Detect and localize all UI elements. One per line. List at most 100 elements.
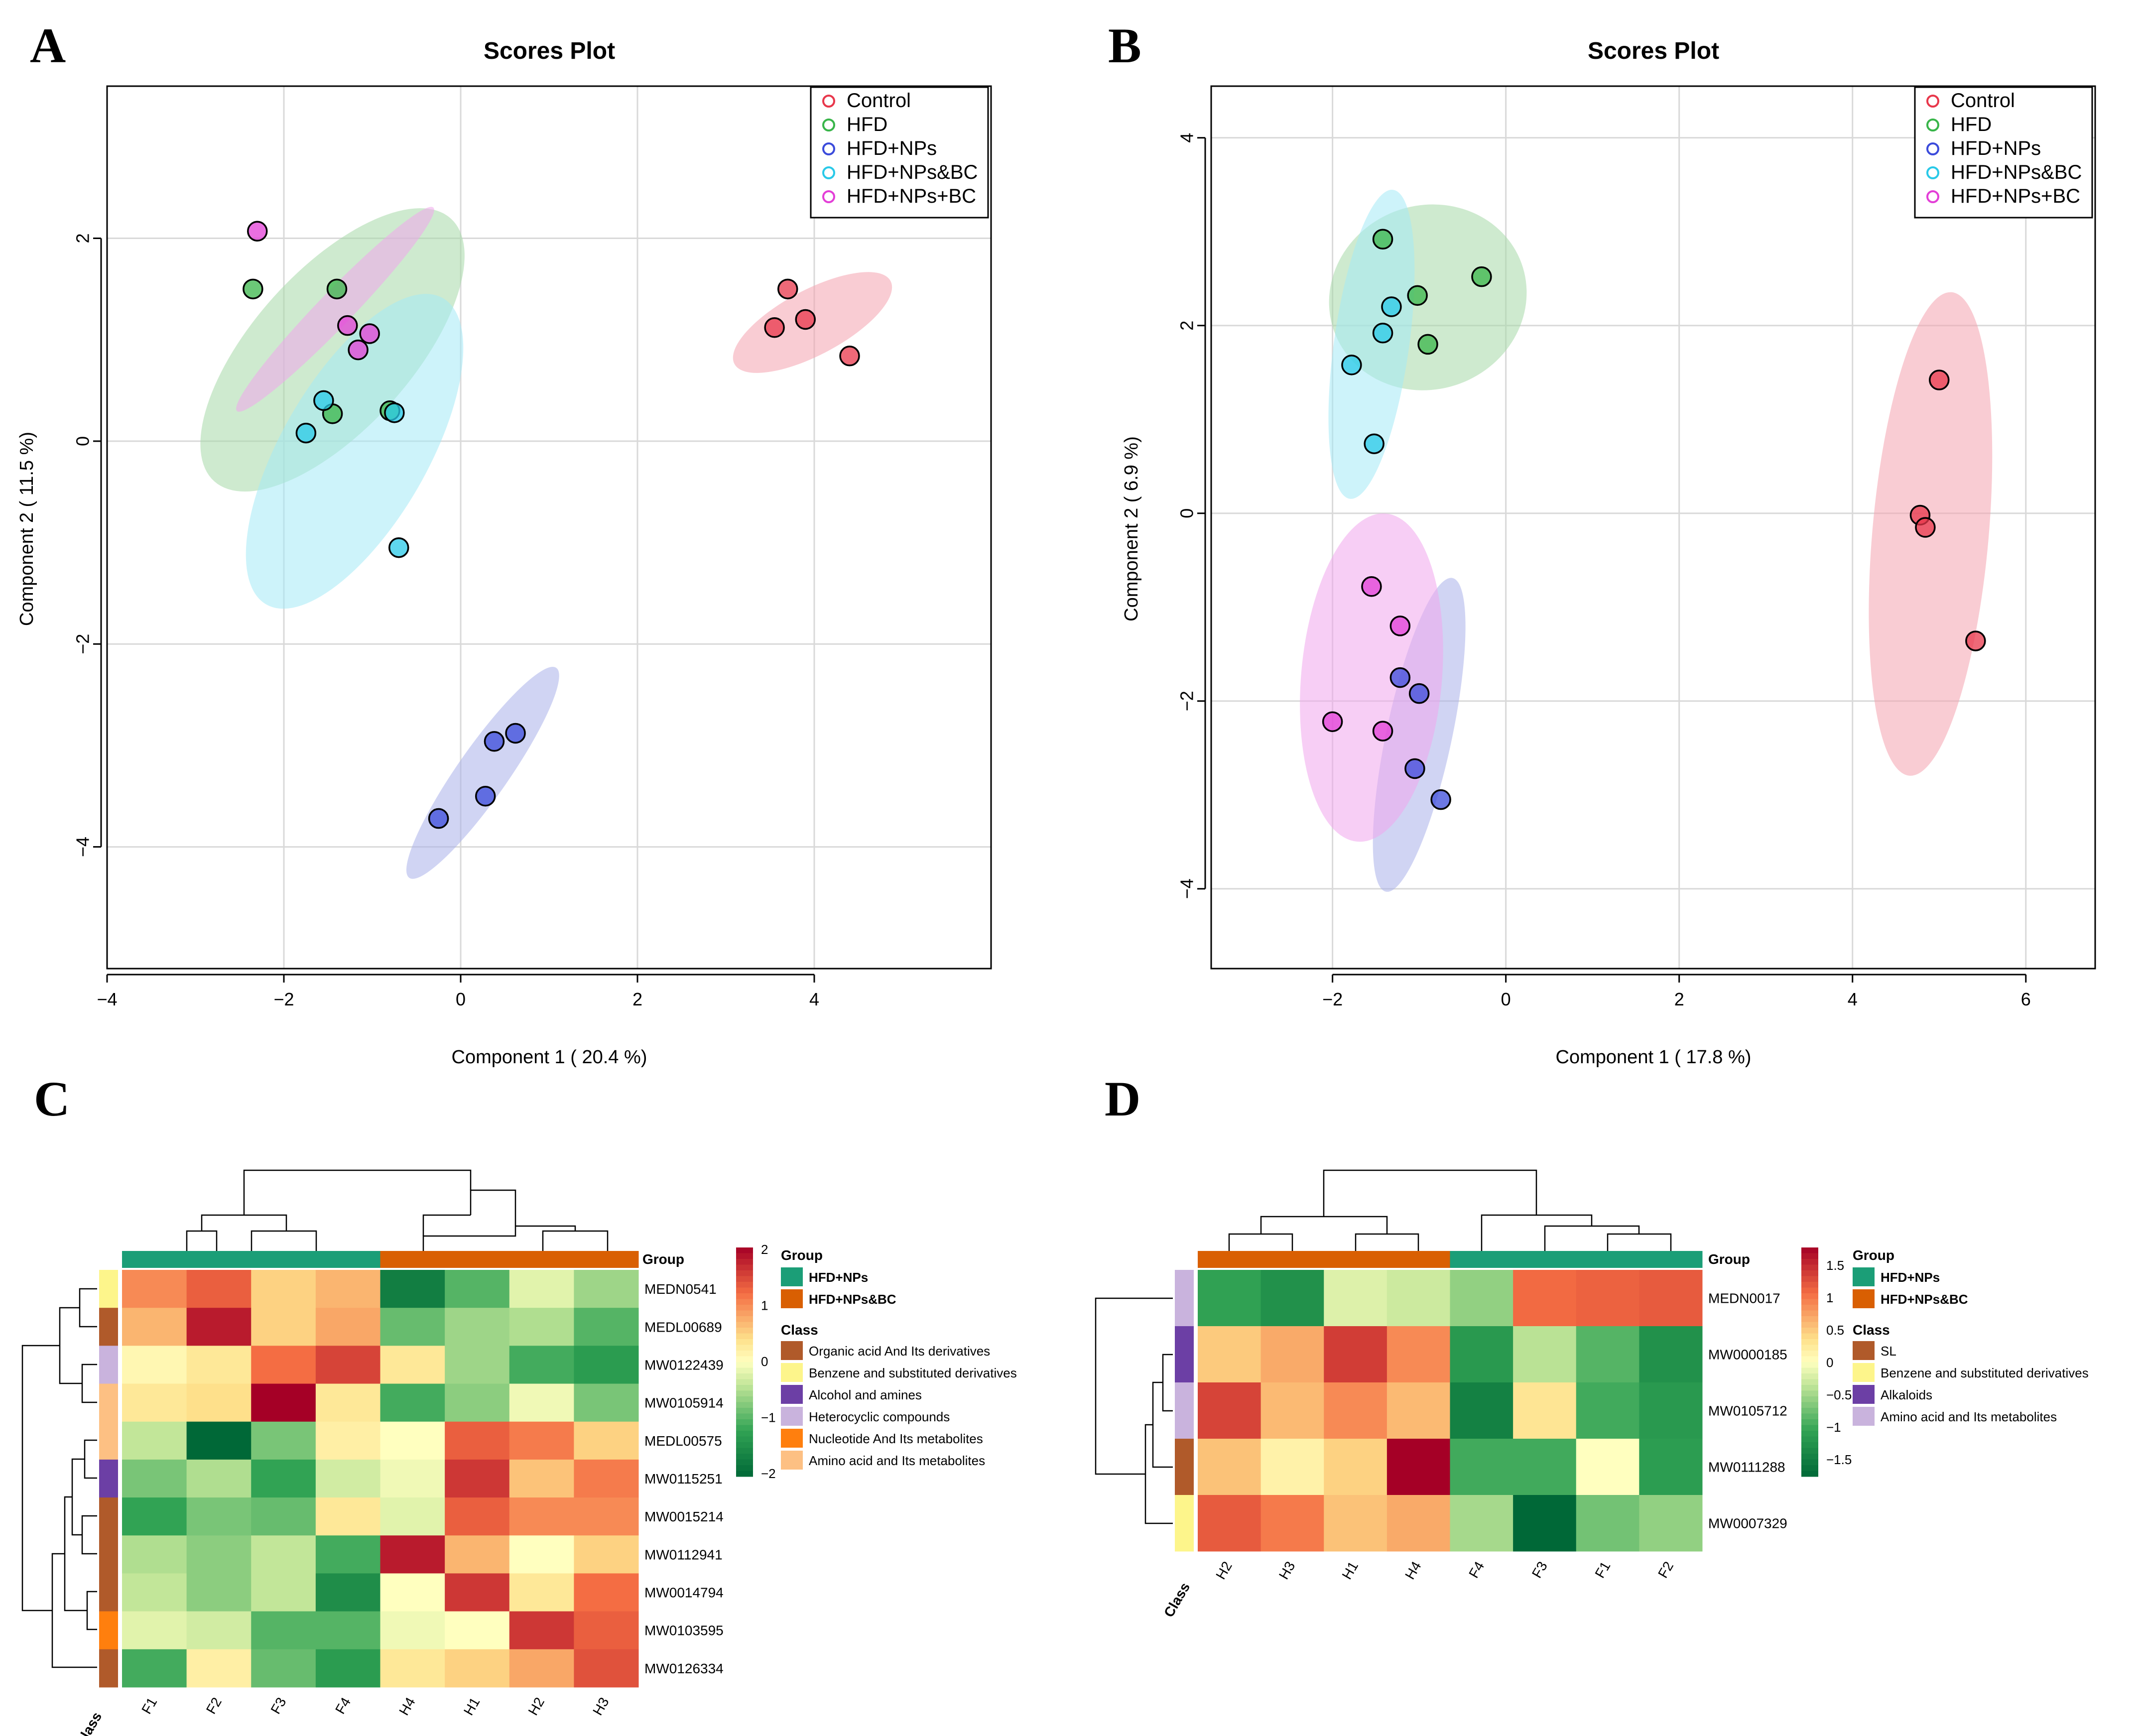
- group-legend-swatch: [781, 1289, 803, 1308]
- group-annotation-cell: [1513, 1251, 1577, 1268]
- x-tick-label: −4: [97, 989, 117, 1009]
- color-scale-segment: [736, 1282, 753, 1288]
- group-legend-label: HFD+NPs: [1881, 1270, 1940, 1285]
- color-scale-tick: −2: [761, 1466, 776, 1481]
- heatmap-cell: [186, 1611, 252, 1650]
- color-scale-segment: [736, 1293, 753, 1299]
- color-scale-segment: [1801, 1362, 1818, 1368]
- heatmap-cell: [1386, 1270, 1450, 1327]
- heatmap-cell: [445, 1535, 510, 1574]
- class-annotation-cell: [1175, 1439, 1194, 1495]
- row-label: MW0122439: [644, 1357, 724, 1372]
- heatmap-cell: [1260, 1326, 1324, 1383]
- heatmap-cell: [1450, 1270, 1513, 1327]
- color-scale-tick: 1: [761, 1298, 768, 1313]
- color-scale-segment: [736, 1362, 753, 1368]
- y-tick-label: 0: [73, 436, 93, 446]
- legend-marker-2: [1926, 142, 1939, 155]
- color-scale-segment: [736, 1264, 753, 1271]
- color-scale-segment: [736, 1425, 753, 1431]
- color-scale-segment: [736, 1253, 753, 1259]
- heatmap-cell: [509, 1611, 574, 1650]
- class-annotation-cell: [1175, 1495, 1194, 1552]
- heatmap-c-group-legend-title: Group: [781, 1247, 823, 1263]
- color-scale-segment: [736, 1413, 753, 1420]
- class-annotation-cell: [99, 1459, 118, 1498]
- heatmap-cell: [1198, 1495, 1261, 1552]
- heatmap-cell: [380, 1383, 445, 1422]
- row-label: MW0103595: [644, 1623, 724, 1638]
- heatmap-cell: [1576, 1495, 1639, 1552]
- heatmap-cell: [122, 1611, 187, 1650]
- color-scale-segment: [1801, 1299, 1818, 1305]
- color-scale-segment: [1801, 1305, 1818, 1311]
- heatmap-d-class-label: Class: [1161, 1580, 1193, 1620]
- confidence-ellipse-4: [1300, 513, 1443, 842]
- heatmap-cell: [315, 1270, 380, 1308]
- row-label: MW0126334: [644, 1661, 724, 1676]
- column-label: H4: [396, 1695, 418, 1718]
- heatmap-cell: [1450, 1439, 1513, 1495]
- heatmap-cell: [315, 1497, 380, 1536]
- score-point-4: [1322, 711, 1343, 732]
- color-scale-segment: [1801, 1436, 1818, 1443]
- score-point-3: [1381, 296, 1402, 317]
- class-legend-label: Alkaloids: [1881, 1387, 1932, 1402]
- panel-letter-a: A: [30, 18, 66, 73]
- group-legend-label: HFD+NPs&BC: [1881, 1292, 1968, 1307]
- color-scale-segment: [736, 1373, 753, 1379]
- heatmap-cell: [122, 1383, 187, 1422]
- heatmap-c-group-label: Group: [642, 1251, 684, 1267]
- legend-marker-3: [822, 166, 835, 179]
- score-point-2: [1430, 789, 1451, 810]
- column-dendrogram-branch: [1355, 1233, 1419, 1252]
- heatmap-cell: [380, 1535, 445, 1574]
- heatmap-cell: [574, 1308, 639, 1346]
- column-dendrogram-branch: [515, 1225, 576, 1231]
- color-scale-segment: [1801, 1253, 1818, 1259]
- heatmap-cell: [574, 1346, 639, 1384]
- column-label: F1: [1592, 1559, 1613, 1581]
- confidence-ellipse-3: [246, 294, 464, 609]
- score-point-4: [247, 221, 268, 242]
- color-scale-segment: [736, 1402, 753, 1408]
- column-dendrogram-branch: [1228, 1233, 1293, 1252]
- column-dendrogram-branch: [1260, 1216, 1388, 1234]
- heatmap-cell: [122, 1573, 187, 1612]
- color-scale-segment: [736, 1310, 753, 1317]
- heatmap-cell: [445, 1573, 510, 1612]
- heatmap-cell: [1639, 1382, 1703, 1439]
- heatmap-cell: [445, 1270, 510, 1308]
- score-point-1: [1417, 334, 1438, 355]
- heatmap-cell: [380, 1270, 445, 1308]
- heatmap-cell: [186, 1459, 252, 1498]
- color-scale-segment: [1801, 1339, 1818, 1345]
- heatmap-cell: [315, 1421, 380, 1460]
- heatmap-cell: [380, 1308, 445, 1346]
- x-tick-label: 6: [2021, 989, 2031, 1009]
- legend-label-4: HFD+NPs+BC: [847, 185, 976, 207]
- color-scale-segment: [736, 1305, 753, 1311]
- color-scale-segment: [1801, 1448, 1818, 1454]
- color-scale-segment: [736, 1287, 753, 1294]
- heatmap-cell: [574, 1270, 639, 1308]
- color-scale-segment: [1801, 1356, 1818, 1363]
- class-legend-swatch: [781, 1341, 803, 1360]
- color-scale-segment: [1801, 1259, 1818, 1265]
- group-legend-swatch: [1853, 1267, 1875, 1286]
- heatmap-cell: [251, 1270, 316, 1308]
- heatmap-d-class-legend-title: Class: [1853, 1322, 1890, 1338]
- color-scale-segment: [736, 1396, 753, 1402]
- plot-a-ylabel: Component 2 ( 11.5 %): [16, 432, 37, 626]
- heatmap-cell: [445, 1459, 510, 1498]
- color-scale-segment: [736, 1454, 753, 1460]
- score-point-1: [1471, 266, 1492, 287]
- group-annotation-cell: [509, 1251, 574, 1268]
- color-scale-segment: [736, 1345, 753, 1351]
- x-tick-label: 4: [1848, 989, 1858, 1009]
- heatmap-c-class-label: Class: [73, 1710, 105, 1736]
- score-point-2: [1404, 758, 1425, 779]
- score-point-3: [388, 537, 409, 558]
- color-scale-segment: [736, 1316, 753, 1322]
- color-scale-segment: [1801, 1345, 1818, 1351]
